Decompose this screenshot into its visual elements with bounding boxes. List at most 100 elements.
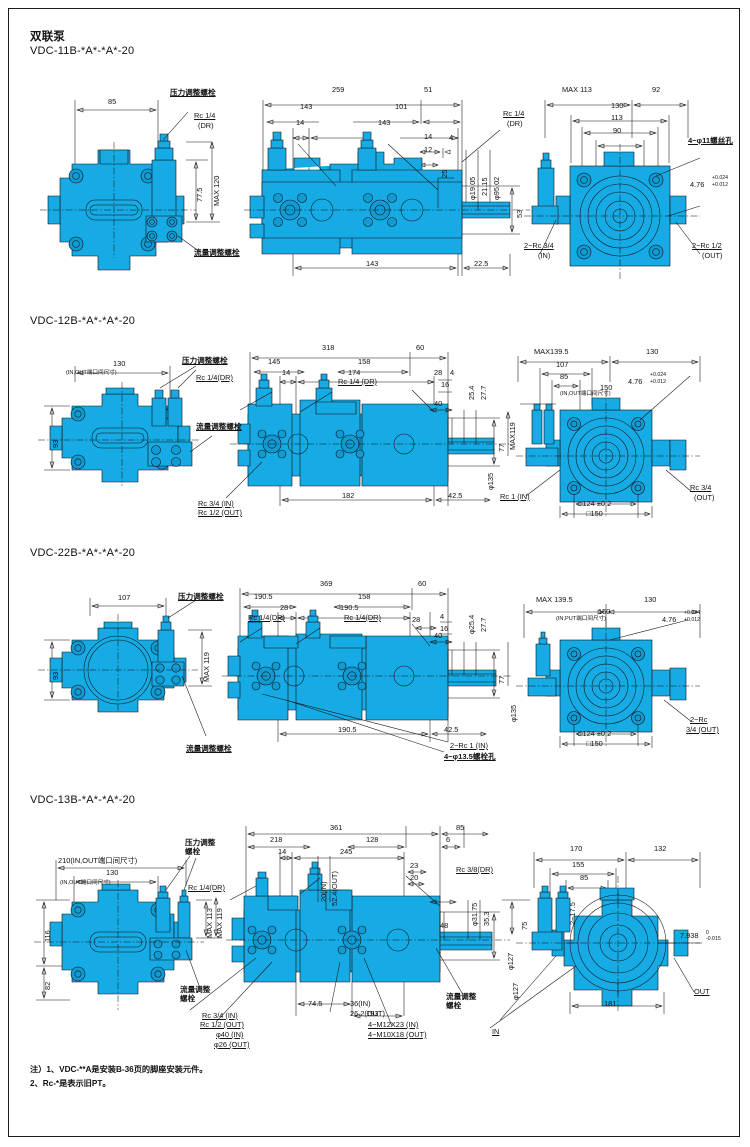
dim4-20in: 20(IN) xyxy=(319,881,328,902)
dim2-425: 42.5 xyxy=(448,491,463,500)
callout4-phi26out: φ26 (OUT) xyxy=(214,1040,250,1049)
dim4-353: 35.3 xyxy=(482,911,491,926)
dim4-7938-tolerance: 0 -0.015 xyxy=(706,930,721,943)
callout2-rc12-out: Rc 1/2 (OUT) xyxy=(198,508,242,517)
callout4-out: OUT xyxy=(694,987,710,996)
section-model-4: VDC-13B-*A*-*A*-20 xyxy=(30,794,136,806)
note-line-1: 注）1、VDC-**A是安装B-36页的脚座安装元件。 xyxy=(30,1065,208,1074)
callout4-flow-bolt-2: 流量调整 螺栓 xyxy=(446,992,477,1011)
dim2-max1395: MAX139.5 xyxy=(534,347,569,356)
callout4-rc12out: Rc 1/2 (OUT) xyxy=(200,1020,244,1029)
page-border xyxy=(8,8,740,1137)
dim4-116: 116 xyxy=(43,930,52,942)
dim4-210: 210(IN,OUT端口间尺寸) xyxy=(58,856,138,865)
dim4-7938: 7.938 xyxy=(680,931,699,940)
section-model-1: VDC-11B-*A*-*A*-20 xyxy=(30,45,135,57)
dim3-4: 4 xyxy=(440,612,445,621)
dim-476: 4.76 xyxy=(690,180,705,189)
dim4-524out: 52.4(OUT) xyxy=(330,871,339,906)
dim4-361: 361 xyxy=(330,823,343,832)
dim3-158: 158 xyxy=(358,592,371,601)
dim2-85: 85 xyxy=(560,372,569,381)
dim4-132: 132 xyxy=(654,844,667,853)
dim-92: 92 xyxy=(652,85,661,94)
dim2-107: 107 xyxy=(556,360,569,369)
dim3-1905c: 190.5 xyxy=(338,725,357,734)
dim3-150: 150 xyxy=(598,607,611,616)
dim2-sq150: □150 xyxy=(586,509,603,518)
dim4-130: 130 xyxy=(106,868,119,877)
dim3-130: 130 xyxy=(644,595,657,604)
dim2-476-tolerance: +0.024 +0.012 xyxy=(650,372,667,385)
dim4-phi127b: φ127 xyxy=(506,952,515,970)
dim2-14: 14 xyxy=(282,368,291,377)
dim-12: 12 xyxy=(424,145,433,154)
dim4-262out: 26.2(OUT) xyxy=(350,1009,385,1018)
callout-flow-bolt-1: 流量调整螺栓 xyxy=(194,248,240,257)
dim-113: 113 xyxy=(611,113,623,122)
vdc12b-left-view xyxy=(38,365,213,486)
dim-476-tolerance: +0.024 +0.012 xyxy=(712,175,729,188)
dim3-60: 60 xyxy=(418,579,427,588)
dim4-phi127: φ127 xyxy=(511,982,520,1000)
dim3-369: 369 xyxy=(320,579,333,588)
vdc11b-left-view xyxy=(40,100,220,271)
dim4-phi3175: φ31.75 xyxy=(470,902,479,926)
dim3-1905b: 190.5 xyxy=(340,603,359,612)
callout4-flow-bolt: 流量调整 螺栓 xyxy=(180,985,211,1004)
dim4-193: 193 xyxy=(366,1009,379,1018)
dim2-182: 182 xyxy=(342,491,355,500)
callout2-rc1-in: Rc 1 (IN) xyxy=(500,492,530,501)
vdc12b-right-view xyxy=(505,356,701,518)
dim4-20: 20 xyxy=(410,873,419,882)
dim4-745: 74.5 xyxy=(308,999,323,1008)
callout4-4m12x23: 4−M12X23 (IN) xyxy=(368,1020,419,1029)
dim4-85b: 85 xyxy=(580,873,589,882)
dim2-16: 16 xyxy=(441,380,450,389)
dim4-2-175: 2−17.5 xyxy=(568,902,577,925)
dim-14b: 14 xyxy=(424,132,433,141)
callout-rc14-dr-a: Rc 1/4 xyxy=(194,111,216,120)
dim2-158: 158 xyxy=(358,357,371,366)
dim-130: 130 xyxy=(611,101,624,110)
dim2-130-sub: (IN,OUT端口间尺寸) xyxy=(66,370,117,376)
section-model-3: VDC-22B-*A*-*A*-20 xyxy=(30,547,136,559)
callout4-4m10x18: 4−M10X18 (OUT) xyxy=(368,1030,427,1039)
callout-rc14-dr-b-sub: (DR) xyxy=(507,119,523,128)
callout3-2rc-out: 2−Rc xyxy=(690,715,708,724)
dim4-155: 155 xyxy=(572,860,585,869)
dim-259: 259 xyxy=(332,85,345,94)
callout2-rc14dr-b: Rc 1/4 (DR) xyxy=(338,377,378,386)
callout-rc14-dr-b: Rc 1/4 xyxy=(503,109,525,118)
callout4-in: IN xyxy=(492,1027,500,1036)
dim3-sq124: □124 ±0.2 xyxy=(578,729,612,738)
dim-4: 4 xyxy=(449,133,454,142)
vdc11b-front-view xyxy=(244,100,530,276)
dim-143b: 143 xyxy=(378,118,391,127)
vdc22b-front-view xyxy=(222,588,512,753)
callout2-rc34-out: Rc 3/4 xyxy=(690,483,712,492)
dim2-40: 40 xyxy=(434,399,443,408)
dim3-40: 40 xyxy=(434,631,443,640)
callout-rc14-dr-a-sub: (DR) xyxy=(198,121,214,130)
callout4-rc14dr: Rc 1/4(DR) xyxy=(188,883,225,892)
callout2-rc34-out-sub: (OUT) xyxy=(694,493,715,502)
dim4-128: 128 xyxy=(366,835,379,844)
dim4-23: 23 xyxy=(410,861,419,870)
callout4-phi40in: φ40 (IN) xyxy=(216,1030,244,1039)
vdc22b-right-view xyxy=(507,604,701,748)
dim4-75: 75 xyxy=(520,921,529,930)
vdc12b-front-view xyxy=(225,352,510,506)
dim4-36in: 36(IN) xyxy=(350,999,371,1008)
dim-14a: 14 xyxy=(296,118,305,127)
dim2-28: 28 xyxy=(434,368,443,377)
dim2-174: 174 xyxy=(348,368,361,377)
dim-max113: MAX 113 xyxy=(562,85,592,94)
callout4-pressure-bolt: 压力调整 螺栓 xyxy=(185,838,216,857)
dim4-170: 170 xyxy=(570,844,583,853)
dim4-max119: MAX 119 xyxy=(215,908,224,938)
